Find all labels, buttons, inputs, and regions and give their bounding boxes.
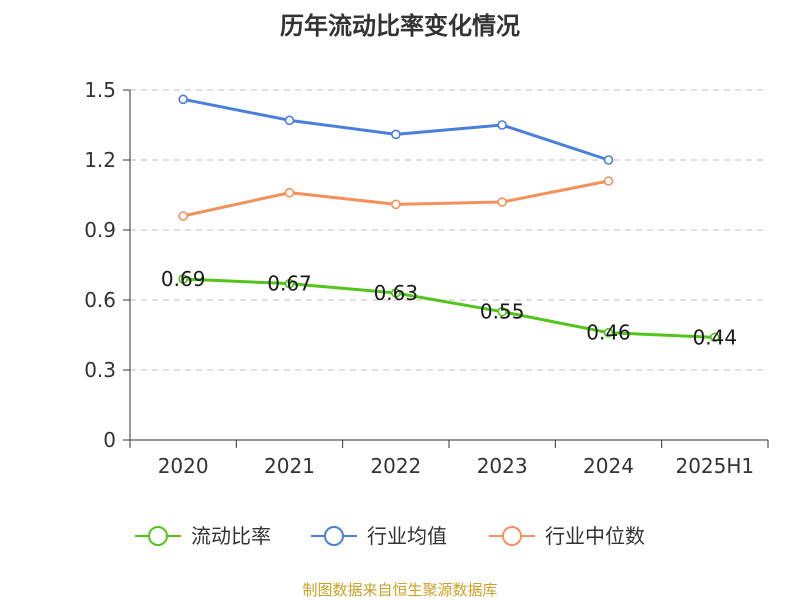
x-tick-label: 2025H1 xyxy=(675,454,754,478)
source-note: 制图数据来自恒生聚源数据库 xyxy=(302,581,498,599)
data-label: 0.69 xyxy=(161,267,206,291)
x-tick-label: 2022 xyxy=(370,454,421,478)
data-point[interactable] xyxy=(391,129,401,140)
chart-title: 历年流动比率变化情况 xyxy=(280,12,520,40)
data-point[interactable] xyxy=(497,306,507,317)
data-point[interactable] xyxy=(497,120,507,130)
series-line-0 xyxy=(183,277,715,339)
data-point[interactable] xyxy=(710,332,720,343)
legend-item-2[interactable]: 行业中位数 xyxy=(489,524,645,548)
data-point[interactable] xyxy=(391,288,401,298)
data-point[interactable] xyxy=(603,327,614,338)
x-tick-label: 2024 xyxy=(583,454,634,478)
x-tick-label: 2020 xyxy=(158,454,209,478)
axes: 0 0.3 0.6 0.9 1.2 1.5 2020 2021 2022 2023 2024 2025… xyxy=(84,78,769,478)
data-label: 0.44 xyxy=(693,325,738,349)
legend-marker-icon xyxy=(324,526,344,546)
data-point[interactable] xyxy=(603,155,614,165)
series-lines xyxy=(178,94,720,343)
legend[interactable]: 流动比率 行业均值 行业中位数 xyxy=(135,524,645,548)
data-label: 0.67 xyxy=(267,272,312,296)
y-tick-label: 1.5 xyxy=(84,78,116,102)
legend-marker-icon xyxy=(148,526,168,546)
data-point[interactable] xyxy=(284,115,295,126)
data-labels: 0.69 0.67 0.63 0.55 0.46 0.44 xyxy=(161,267,737,349)
x-tick-label: 2023 xyxy=(477,454,528,478)
legend-label: 行业中位数 xyxy=(545,524,645,548)
grid-lines xyxy=(130,89,768,371)
legend-marker-icon xyxy=(502,526,522,546)
data-point[interactable] xyxy=(284,278,295,289)
data-label: 0.46 xyxy=(586,321,631,345)
data-point[interactable] xyxy=(284,187,295,198)
data-point[interactable] xyxy=(603,176,614,186)
legend-item-0[interactable]: 流动比率 xyxy=(135,524,271,548)
y-tick-label: 0 xyxy=(103,428,116,452)
y-tick-label: 1.2 xyxy=(84,148,116,172)
series-line-2 xyxy=(182,179,609,218)
x-tick-label: 2021 xyxy=(264,454,315,478)
data-point[interactable] xyxy=(391,199,401,210)
legend-label: 流动比率 xyxy=(191,524,271,548)
legend-item-1[interactable]: 行业均值 xyxy=(311,524,447,548)
data-label: 0.63 xyxy=(374,281,419,305)
y-tick-label: 0.9 xyxy=(84,218,116,242)
y-tick-label: 0.6 xyxy=(84,288,116,312)
y-tick-label: 0.3 xyxy=(84,358,116,382)
data-point[interactable] xyxy=(178,274,188,284)
data-point[interactable] xyxy=(178,94,188,105)
legend-label: 行业均值 xyxy=(367,524,447,548)
data-point[interactable] xyxy=(497,197,507,207)
data-point[interactable] xyxy=(178,211,188,221)
data-label: 0.55 xyxy=(480,300,525,324)
